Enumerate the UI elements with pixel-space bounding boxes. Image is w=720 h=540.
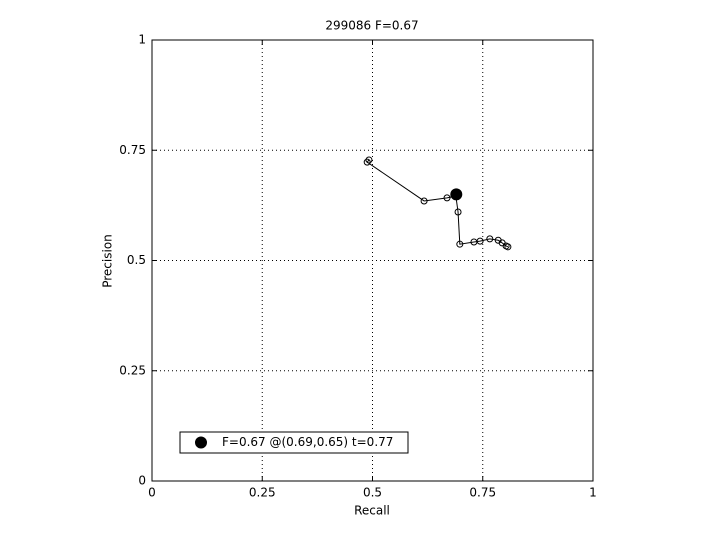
- legend: F=0.67 @(0.69,0.65) t=0.77: [179, 431, 409, 454]
- y-tick-label: 0: [138, 474, 146, 488]
- y-tick-label: 1: [138, 33, 146, 47]
- point: [504, 243, 512, 251]
- legend-label: F=0.67 @(0.69,0.65) t=0.77: [222, 435, 393, 449]
- x-axis-label: Recall: [354, 504, 390, 518]
- legend-marker: [195, 436, 207, 449]
- x-tick-label: 1: [589, 486, 597, 500]
- y-tick-label: 0.25: [119, 363, 146, 377]
- x-tick-label: 0.5: [363, 486, 382, 500]
- point: [486, 235, 494, 243]
- plot-frame: [151, 39, 594, 482]
- best-point: [450, 188, 463, 201]
- point: [365, 156, 373, 164]
- chart-title: 299086 F=0.67: [325, 19, 418, 33]
- x-tick-label: 0.75: [469, 486, 496, 500]
- point: [456, 240, 464, 248]
- y-tick-label: 0.5: [127, 253, 146, 267]
- curve: [366, 159, 509, 248]
- point: [363, 158, 371, 166]
- x-tick-label: 0: [148, 486, 156, 500]
- point: [443, 194, 451, 202]
- y-tick-label: 0.75: [119, 143, 146, 157]
- point: [454, 208, 462, 216]
- x-tick-label: 0.25: [249, 486, 276, 500]
- legend-box: [179, 431, 409, 454]
- point: [476, 237, 484, 245]
- y-axis-label: Precision: [101, 234, 115, 288]
- point: [420, 197, 428, 205]
